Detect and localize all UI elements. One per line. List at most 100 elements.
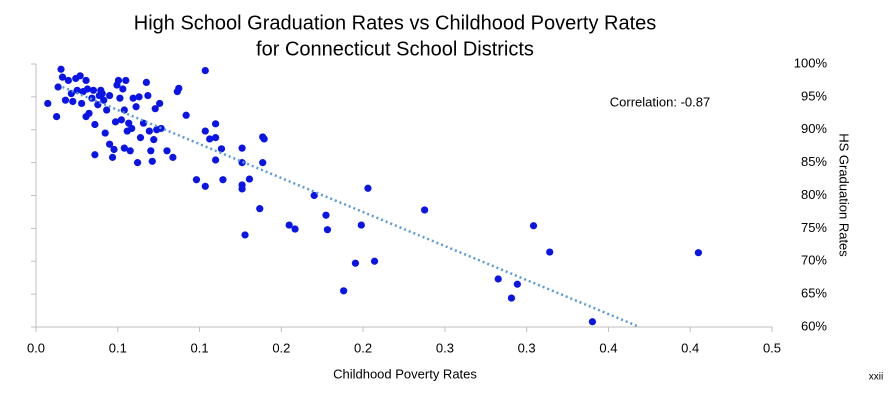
point [91,120,99,129]
point [83,85,92,93]
point [122,76,130,85]
point [108,153,117,161]
point [142,78,150,87]
point [238,185,246,193]
point [151,105,159,113]
point [54,83,62,91]
point [73,86,81,94]
point [136,134,145,142]
point [145,127,153,135]
point [238,159,246,167]
point [211,120,220,128]
point [192,176,201,184]
point [588,318,597,326]
point [64,76,72,85]
point [494,275,502,283]
x-tick-label: 0.1 [109,340,127,355]
point [144,91,152,100]
point [103,106,111,114]
point [546,248,554,256]
y-tick-label: 75% [801,220,827,235]
y-tick-label: 65% [801,286,827,301]
x-axis-title: Childhood Poverty Rates [333,366,477,381]
point [421,206,429,214]
point [111,118,120,126]
point [120,106,128,114]
point [245,175,254,183]
point [507,294,516,302]
x-tick-label: 0.2 [354,340,372,355]
point [148,157,156,165]
point [217,145,226,153]
point [357,221,365,229]
point [163,147,171,155]
point [513,280,521,288]
y-tick-label: 70% [801,253,827,268]
point [340,287,348,295]
y-tick-label: 100% [794,55,828,70]
y-tick-label: 85% [801,154,827,169]
point [156,99,164,108]
point [169,153,177,161]
chart-title: High School Graduation Rates vs Childhoo… [134,12,657,34]
point [285,221,293,229]
point [694,249,703,257]
point [106,140,114,148]
point [89,86,98,94]
point [110,145,118,154]
point [256,205,264,213]
point [76,72,84,80]
point [201,182,209,190]
point [44,99,52,108]
point [116,94,124,102]
point [241,231,249,239]
point [322,211,330,219]
point [58,73,67,81]
point [132,103,140,111]
point [57,65,65,73]
point [260,135,268,143]
point [182,111,190,119]
point [100,96,108,104]
point [201,66,209,75]
annotation: Correlation: -0.87 [610,94,710,109]
y-tick-label: 80% [801,187,827,202]
point [238,144,246,152]
x-tick-label: 0.0 [27,340,45,355]
point [119,85,127,93]
point [78,99,86,108]
trendline [62,85,641,329]
y-axis-title: HS Graduation Rates [837,133,852,257]
point [219,176,227,184]
point [150,136,158,144]
point [106,91,114,100]
y-tick-label: 90% [801,121,827,136]
point [364,184,372,192]
point [85,109,93,117]
point [129,94,137,102]
point [529,222,538,230]
point [259,159,267,167]
point [133,159,142,167]
point [173,88,181,96]
point [139,119,148,127]
x-tick-label: 0.1 [191,340,209,355]
point [135,93,143,101]
x-tick-label: 0.3 [518,340,536,355]
y-tick-label: 60% [801,318,827,333]
point [82,76,90,85]
point [370,257,379,265]
page-footer: xxii [869,372,883,383]
y-tick-label: 95% [801,88,827,103]
point [126,147,134,155]
point [323,226,332,234]
point [147,147,155,155]
x-tick-label: 0.5 [763,340,781,355]
point [117,116,125,124]
x-tick-label: 0.4 [681,340,699,355]
x-tick-label: 0.3 [436,340,454,355]
point [61,96,70,104]
x-tick-label: 0.2 [272,340,290,355]
point [128,124,136,133]
